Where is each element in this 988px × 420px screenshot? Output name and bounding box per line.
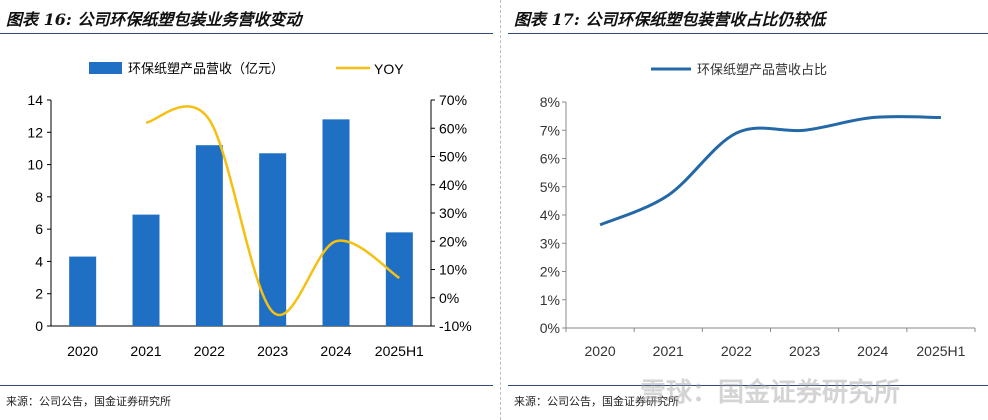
legend-bar-label: 环保纸塑产品营收（亿元）	[128, 61, 284, 76]
bar-2022	[195, 145, 223, 326]
legend-bar-swatch	[89, 62, 122, 74]
chart17-source: 来源：公司公告，国金证券研究所	[514, 395, 679, 408]
y-tick-label-left: 10	[27, 157, 43, 173]
bar-2020	[69, 256, 97, 326]
legend-label: 环保纸塑产品营收占比	[697, 62, 827, 77]
bar-2021	[132, 214, 160, 326]
x-tick-label: 2022	[721, 343, 752, 359]
y-tick-label: 7%	[540, 122, 560, 138]
bar-2024	[322, 119, 350, 326]
x-tick-label: 2025H1	[375, 343, 424, 359]
y-tick-label: 0%	[540, 320, 560, 336]
chart17-bottom-rule	[508, 385, 988, 386]
x-tick-label: 2020	[67, 343, 98, 359]
watermark: 雪球：国金证券研究所	[640, 378, 901, 408]
y-tick-label: 5%	[540, 179, 560, 195]
panel-divider	[500, 0, 501, 420]
x-tick-label: 2024	[857, 343, 888, 359]
left-panel: 图表 16: 公司环保纸塑包装业务营收变动 0 2 4 6 8 10 12 14 -10% 0% 1…	[0, 0, 493, 420]
chart16-top-rule	[0, 33, 493, 34]
y-tick-label-left: 14	[27, 92, 43, 108]
bar-2023	[259, 153, 287, 326]
right-panel: 图表 17: 公司环保纸塑包装营收占比仍较低 0% 1% 2% 3% 4% 5% 6% 7% 8…	[508, 0, 988, 420]
y-tick-label: 4%	[540, 207, 560, 223]
x-tick-label: 2020	[585, 343, 616, 359]
x-tick-label: 2025H1	[916, 343, 965, 359]
y-tick-label-left: 0	[35, 318, 43, 334]
y-tick-label-left: 8	[35, 189, 43, 205]
legend-yoy-label: YOY	[374, 61, 404, 77]
y-tick-label-left: 12	[27, 124, 43, 140]
y-tick-label: 2%	[540, 264, 560, 280]
chart16-bottom-rule	[0, 385, 493, 386]
chart17-top-rule	[508, 33, 988, 34]
y-tick-label-left: 2	[35, 286, 43, 302]
y-tick-label-right: 60%	[439, 120, 467, 136]
y-tick-label-right: 70%	[439, 92, 467, 108]
y-tick-label: 8%	[540, 94, 560, 110]
chart16-source: 来源：公司公告，国金证券研究所	[6, 395, 171, 408]
chart17-plot: 0% 1% 2% 3% 4% 5% 6% 7% 8% 2020 2021 2022 2023 2024 20…	[540, 62, 976, 359]
y-tick-label: 3%	[540, 235, 560, 251]
x-tick-label: 2023	[257, 343, 288, 359]
y-tick-label-right: 40%	[439, 177, 467, 193]
x-tick-label: 2021	[653, 343, 684, 359]
y-tick-label: 1%	[540, 292, 560, 308]
y-tick-label-right: 30%	[439, 205, 467, 221]
x-tick-label: 2024	[320, 343, 351, 359]
share-line	[599, 115, 941, 227]
y-tick-label-left: 6	[35, 221, 43, 237]
bar-2025H1	[385, 232, 413, 326]
x-tick-label: 2021	[130, 343, 161, 359]
x-tick-label: 2022	[194, 343, 225, 359]
y-tick-label: 6%	[540, 151, 560, 167]
y-tick-label-right: 0%	[439, 290, 459, 306]
chart16-title: 图表 16: 公司环保纸塑包装业务营收变动	[6, 10, 302, 29]
y-tick-label-right: 10%	[439, 262, 467, 278]
chart16-plot: 0 2 4 6 8 10 12 14 -10% 0% 10% 20% 30% 40% 50% 60% 70% 20…	[27, 61, 472, 359]
y-tick-label-right: -10%	[439, 318, 472, 334]
y-tick-label-right: 50%	[439, 149, 467, 165]
yoy-line	[145, 105, 401, 317]
chart17-title: 图表 17: 公司环保纸塑包装营收占比仍较低	[514, 10, 826, 29]
y-tick-label-right: 20%	[439, 233, 467, 249]
y-tick-label-left: 4	[35, 253, 43, 269]
x-tick-label: 2023	[789, 343, 820, 359]
